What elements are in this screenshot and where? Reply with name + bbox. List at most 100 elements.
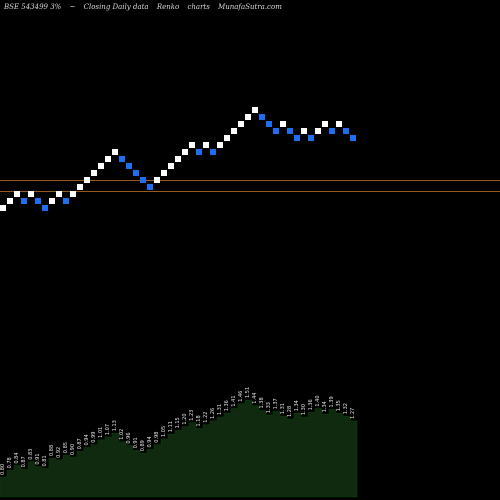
chart-type-label: Renko: [156, 3, 180, 11]
renko-brick-up: [77, 184, 83, 190]
renko-brick-down: [273, 128, 279, 134]
volume-value-label: 0.90: [70, 444, 76, 455]
renko-brick-up: [154, 177, 160, 183]
renko-brick-up: [7, 198, 13, 204]
volume-value-label: 1.30: [301, 404, 307, 415]
renko-brick-down: [287, 128, 293, 134]
volume-value-label: 1.02: [119, 429, 125, 440]
renko-brick-up: [98, 163, 104, 169]
renko-brick-up: [56, 191, 62, 197]
renko-brick-up: [161, 170, 167, 176]
volume-value-label: 1.18: [196, 415, 202, 426]
volume-value-label: 1.38: [259, 397, 265, 408]
renko-brick-down: [35, 198, 41, 204]
volume-value-label: 0.87: [77, 438, 83, 449]
volume-value-label: 1.44: [252, 393, 258, 404]
renko-brick-down: [266, 121, 272, 127]
volume-value-label: 1.26: [210, 408, 216, 419]
volume-value-label: 0.84: [14, 452, 20, 463]
volume-value-label: 1.15: [175, 417, 181, 428]
chart-header: BSE 543499 3% ~ Closing Daily data Renko…: [4, 3, 288, 11]
renko-brick-up: [14, 191, 20, 197]
renko-brick-down: [126, 163, 132, 169]
volume-value-label: 1.13: [112, 420, 118, 431]
renko-brick-up: [301, 128, 307, 134]
volume-value-label: 0.94: [84, 434, 90, 445]
renko-brick-up: [84, 177, 90, 183]
renko-brick-down: [21, 198, 27, 204]
volume-value-label: 1.41: [231, 395, 237, 406]
volume-value-label: 1.22: [203, 412, 209, 423]
renko-brick-up: [105, 156, 111, 162]
renko-brick-down: [343, 128, 349, 134]
separator-label: ~: [69, 3, 76, 11]
volume-value-label: 1.27: [350, 408, 356, 419]
renko-brick-up: [217, 142, 223, 148]
renko-brick-up: [245, 114, 251, 120]
symbol-label: BSE 543499 3%: [4, 3, 62, 11]
volume-value-label: 1.01: [98, 427, 104, 438]
renko-brick-up: [252, 107, 258, 113]
volume-value-label: 1.46: [238, 391, 244, 402]
volume-area: [0, 399, 358, 498]
renko-brick-up: [336, 121, 342, 127]
renko-brick-down: [210, 149, 216, 155]
renko-brick-down: [119, 156, 125, 162]
renko-brick-down: [350, 135, 356, 141]
volume-value-label: 1.32: [343, 403, 349, 414]
renko-brick-up: [49, 198, 55, 204]
volume-value-label: 0.98: [154, 432, 160, 443]
renko-brick-down: [329, 128, 335, 134]
renko-brick-up: [238, 121, 244, 127]
volume-value-label: 1.28: [287, 406, 293, 417]
renko-brick-down: [133, 170, 139, 176]
volume-value-label: 1.11: [168, 421, 174, 432]
volume-value-label: 1.23: [189, 410, 195, 421]
volume-value-label: 1.34: [322, 401, 328, 412]
volume-value-label: 0.81: [42, 455, 48, 466]
renko-brick-up: [168, 163, 174, 169]
renko-brick-down: [259, 114, 265, 120]
renko-brick-up: [182, 149, 188, 155]
volume-value-label: 1.20: [182, 413, 188, 424]
volume-value-label: 1.39: [329, 396, 335, 407]
volume-value-label: 0.80: [0, 464, 6, 475]
renko-brick-up: [28, 191, 34, 197]
renko-brick-down: [42, 205, 48, 211]
volume-value-label: 1.35: [336, 400, 342, 411]
volume-value-label: 0.91: [35, 453, 41, 464]
renko-brick-up: [112, 149, 118, 155]
volume-value-label: 0.94: [147, 436, 153, 447]
renko-brick-down: [140, 177, 146, 183]
renko-brick-down: [63, 198, 69, 204]
renko-brick-up: [322, 121, 328, 127]
renko-brick-up: [189, 142, 195, 148]
volume-value-label: 0.87: [21, 456, 27, 467]
description-label: Closing Daily data: [83, 3, 149, 11]
volume-value-label: 1.36: [308, 399, 314, 410]
renko-brick-up: [231, 128, 237, 134]
renko-brick-up: [280, 121, 286, 127]
renko-brick-down: [294, 135, 300, 141]
volume-value-label: 1.31: [217, 404, 223, 415]
renko-brick-up: [91, 170, 97, 176]
volume-value-label: 1.33: [266, 402, 272, 413]
volume-value-label: 0.89: [140, 440, 146, 451]
renko-brick-up: [0, 205, 6, 211]
volume-value-label: 1.51: [245, 387, 251, 398]
volume-value-label: 1.31: [280, 403, 286, 414]
volume-value-label: 1.07: [105, 424, 111, 435]
renko-brick-up: [224, 135, 230, 141]
renko-brick-down: [147, 184, 153, 190]
volume-value-label: 1.36: [224, 400, 230, 411]
volume-value-label: 0.83: [28, 449, 34, 460]
volume-value-label: 0.92: [56, 447, 62, 458]
volume-value-label: 0.96: [126, 432, 132, 443]
volume-value-label: 0.78: [7, 457, 13, 468]
volume-value-label: 1.34: [294, 400, 300, 411]
renko-brick-up: [175, 156, 181, 162]
volume-value-label: 0.99: [91, 432, 97, 443]
volume-value-label: 1.40: [315, 395, 321, 406]
